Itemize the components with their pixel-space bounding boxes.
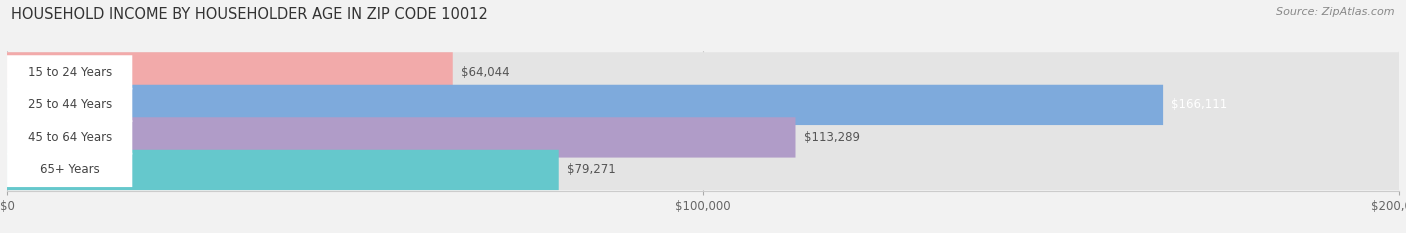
Text: 15 to 24 Years: 15 to 24 Years	[28, 66, 112, 79]
FancyBboxPatch shape	[7, 153, 132, 187]
Text: 45 to 64 Years: 45 to 64 Years	[28, 131, 112, 144]
Text: $79,271: $79,271	[567, 163, 616, 176]
FancyBboxPatch shape	[7, 55, 132, 89]
FancyBboxPatch shape	[7, 52, 1399, 93]
Text: $64,044: $64,044	[461, 66, 510, 79]
Text: 25 to 44 Years: 25 to 44 Years	[28, 98, 112, 111]
Text: Source: ZipAtlas.com: Source: ZipAtlas.com	[1277, 7, 1395, 17]
Text: $113,289: $113,289	[804, 131, 860, 144]
FancyBboxPatch shape	[7, 85, 1399, 125]
FancyBboxPatch shape	[7, 150, 558, 190]
FancyBboxPatch shape	[7, 117, 1399, 158]
FancyBboxPatch shape	[7, 85, 1163, 125]
Text: $166,111: $166,111	[1171, 98, 1227, 111]
FancyBboxPatch shape	[7, 88, 132, 122]
Text: 65+ Years: 65+ Years	[39, 163, 100, 176]
FancyBboxPatch shape	[7, 150, 1399, 190]
Text: HOUSEHOLD INCOME BY HOUSEHOLDER AGE IN ZIP CODE 10012: HOUSEHOLD INCOME BY HOUSEHOLDER AGE IN Z…	[11, 7, 488, 22]
FancyBboxPatch shape	[7, 120, 132, 154]
FancyBboxPatch shape	[7, 117, 796, 158]
FancyBboxPatch shape	[7, 52, 453, 93]
